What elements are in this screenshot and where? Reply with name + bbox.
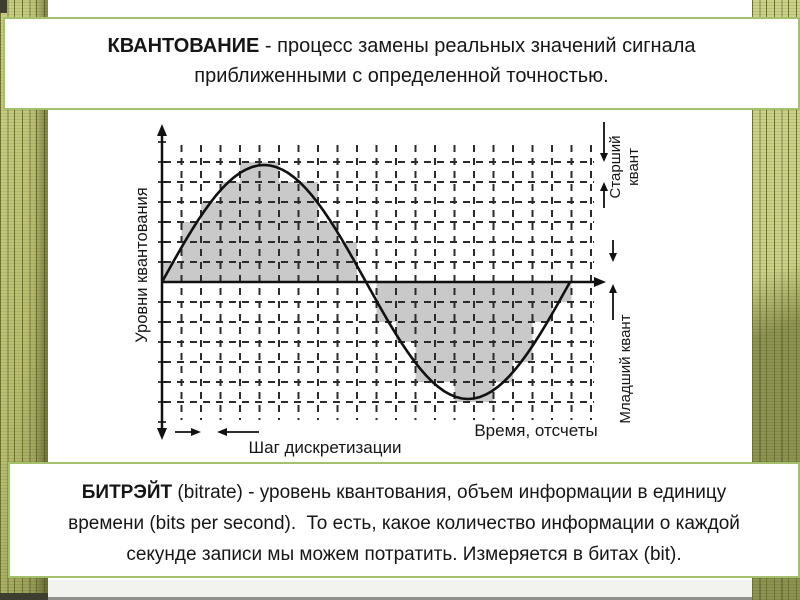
y-axis-ticks bbox=[158, 141, 166, 423]
quantization-definition-rest: - процесс замены реальных значений сигна… bbox=[194, 35, 696, 87]
bottom-white-strip bbox=[48, 580, 752, 597]
definition-box-quantization: КВАНТОВАНИЕ - процесс замены реальных зн… bbox=[3, 17, 800, 110]
axes bbox=[157, 124, 606, 440]
quantization-staircase bbox=[162, 162, 572, 402]
term-quantization: КВАНТОВАНИЕ bbox=[107, 35, 260, 57]
quantization-diagram: Уровни квантования Старший квант Младший кв… bbox=[48, 112, 748, 464]
quant-arrows bbox=[175, 122, 617, 436]
time-label: Время, отсчеты bbox=[474, 421, 597, 440]
definition-box-bitrate: БИТРЭЙТ (bitrate) - уровень квантования,… bbox=[8, 462, 800, 578]
quant-high-label-line1: Старший bbox=[607, 135, 624, 198]
top-left-notch bbox=[0, 0, 7, 13]
bottom-gray-bar bbox=[48, 597, 752, 600]
quant-high-label-line2: квант bbox=[625, 148, 642, 186]
quantization-definition-text: КВАНТОВАНИЕ - процесс замены реальных зн… bbox=[67, 31, 737, 91]
bitrate-definition-rest: (bitrate) - уровень квантования, объем и… bbox=[68, 482, 746, 565]
term-bitrate: БИТРЭЙТ bbox=[81, 482, 173, 503]
quant-low-label: Младший квант bbox=[617, 314, 634, 423]
step-label: Шаг дискретизации bbox=[249, 438, 402, 457]
quantization-grid bbox=[164, 145, 594, 420]
y-axis-label: Уровни квантования bbox=[133, 187, 151, 342]
bitrate-definition-text: БИТРЭЙТ (bitrate) - уровень квантования,… bbox=[48, 477, 760, 570]
bottom-left-shadow bbox=[0, 593, 48, 600]
